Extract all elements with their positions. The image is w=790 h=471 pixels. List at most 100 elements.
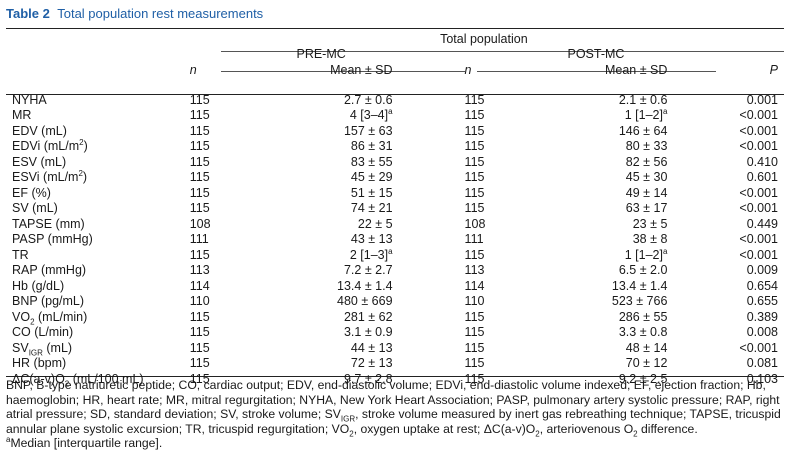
row-p-value: <0.001 xyxy=(739,108,778,123)
row-mean-post: 48 ± 14 xyxy=(625,340,668,355)
row-p-value: <0.001 xyxy=(739,201,778,216)
row-p-value: 0.001 xyxy=(746,92,778,107)
row-label: SV (mL) xyxy=(12,201,58,216)
row-n-post: 108 xyxy=(464,216,486,231)
row-n-pre: 115 xyxy=(189,309,210,324)
row-n-pre: 115 xyxy=(189,108,210,123)
row-n-pre: 110 xyxy=(189,294,210,309)
header-n-post: n xyxy=(464,62,472,77)
row-n-pre: 115 xyxy=(189,356,210,371)
row-n-post: 111 xyxy=(464,232,484,247)
table-row: SVIGR (mL) 115 44 ± 13 115 48 ± 14 <0.00… xyxy=(6,340,784,358)
row-mean-post: 286 ± 55 xyxy=(618,309,668,324)
row-label: VO2 (mL/min) xyxy=(12,309,88,327)
header-total-population: Total population xyxy=(440,31,528,46)
row-n-pre: 115 xyxy=(189,325,210,340)
row-mean-pre: 7.2 ± 2.7 xyxy=(343,263,393,278)
bottom-rule xyxy=(6,376,784,377)
row-mean-pre: 45 ± 29 xyxy=(350,170,393,185)
row-p-value: <0.001 xyxy=(739,123,778,138)
row-label: TAPSE (mm) xyxy=(12,216,85,231)
row-p-value: 0.389 xyxy=(746,309,778,324)
row-n-post: 115 xyxy=(464,325,485,340)
row-p-value: 0.655 xyxy=(746,294,778,309)
row-n-post: 115 xyxy=(464,92,485,107)
row-mean-pre: 44 ± 13 xyxy=(350,340,393,355)
row-mean-pre: 22 ± 5 xyxy=(357,216,393,231)
top-rule xyxy=(6,28,784,29)
row-n-post: 113 xyxy=(464,263,485,278)
pre-rule xyxy=(221,71,465,72)
row-label: TR xyxy=(12,247,29,262)
table-caption: Total population rest measurements xyxy=(57,6,264,21)
row-n-post: 115 xyxy=(464,170,485,185)
row-p-value: <0.001 xyxy=(739,247,778,262)
row-n-pre: 111 xyxy=(189,232,209,247)
header-rule xyxy=(6,94,784,95)
row-p-value: 0.103 xyxy=(746,371,778,386)
row-mean-pre: 83 ± 55 xyxy=(350,154,393,169)
row-p-value: 0.654 xyxy=(746,278,778,293)
row-n-pre: 115 xyxy=(189,92,210,107)
table-row: Hb (g/dL) 114 13.4 ± 1.4 114 13.4 ± 1.4 … xyxy=(6,278,784,294)
table-row: ESV (mL) 115 83 ± 55 115 82 ± 56 0.410 xyxy=(6,154,784,170)
row-mean-pre: 43 ± 13 xyxy=(350,232,393,247)
row-n-post: 115 xyxy=(464,340,485,355)
row-label: ESVi (mL/m2) xyxy=(12,169,88,185)
row-mean-post: 82 ± 56 xyxy=(625,154,668,169)
row-mean-pre: 480 ± 669 xyxy=(337,294,393,309)
row-p-value: <0.001 xyxy=(739,340,778,355)
row-mean-post: 80 ± 33 xyxy=(625,139,668,154)
header-row-group: Total population xyxy=(6,30,784,46)
row-n-pre: 115 xyxy=(189,170,210,185)
row-mean-pre: 281 ± 62 xyxy=(343,309,393,324)
header-post-mc: POST-MC xyxy=(567,47,625,61)
median-note: aMedian [interquartile range]. xyxy=(6,435,163,451)
row-mean-post: 3.3 ± 0.8 xyxy=(618,325,668,340)
row-mean-pre: 4 [3–4]a xyxy=(349,107,393,123)
row-mean-pre: 86 ± 31 xyxy=(350,139,393,154)
table-row: EF (%) 115 51 ± 15 115 49 ± 14 <0.001 xyxy=(6,185,784,201)
row-n-pre: 115 xyxy=(189,139,210,154)
table-row: NYHA 115 2.7 ± 0.6 115 2.1 ± 0.6 0.001 xyxy=(6,92,784,108)
row-n-post: 115 xyxy=(464,201,485,216)
table-row: PASP (mmHg) 111 43 ± 13 111 38 ± 8 <0.00… xyxy=(6,232,784,248)
row-n-post: 115 xyxy=(464,123,485,138)
row-mean-pre: 2.7 ± 0.6 xyxy=(343,92,393,107)
row-n-post: 115 xyxy=(464,356,485,371)
row-label: EF (%) xyxy=(12,185,51,200)
row-n-pre: 114 xyxy=(189,278,210,293)
row-label: ESV (mL) xyxy=(12,154,67,169)
table-row: RAP (mmHg) 113 7.2 ± 2.7 113 6.5 ± 2.0 0… xyxy=(6,263,784,279)
row-mean-post: 70 ± 12 xyxy=(625,356,668,371)
row-mean-post: 1 [1–2]a xyxy=(624,107,668,123)
row-mean-pre: 2 [1–3]a xyxy=(349,246,393,262)
row-n-post: 110 xyxy=(464,294,485,309)
row-n-pre: 115 xyxy=(189,154,210,169)
row-n-post: 115 xyxy=(464,139,485,154)
row-label: EDVi (mL/m2) xyxy=(12,138,88,154)
table-row: VO2 (mL/min) 115 281 ± 62 115 286 ± 55 0… xyxy=(6,309,784,327)
row-n-post: 115 xyxy=(464,108,485,123)
row-label: ΔC(a-v)O2 (mL/100 mL) xyxy=(12,371,144,389)
row-mean-post: 23 ± 5 xyxy=(632,216,668,231)
header-row-phase: PRE-MC POST-MC xyxy=(6,46,784,61)
table-row: ESVi (mL/m2) 115 45 ± 29 115 45 ± 30 0.6… xyxy=(6,170,784,186)
header-mean-post: Mean ± SD xyxy=(604,62,668,77)
row-n-pre: 115 xyxy=(189,340,210,355)
row-mean-pre: 74 ± 21 xyxy=(350,201,393,216)
table-row: ΔC(a-v)O2 (mL/100 mL) 115 9.7 ± 2.8 115 … xyxy=(6,371,784,389)
row-label: NYHA xyxy=(12,92,47,107)
row-p-value: 0.081 xyxy=(746,356,778,371)
row-p-value: 0.009 xyxy=(746,263,778,278)
row-n-pre: 115 xyxy=(189,371,210,386)
row-n-post: 115 xyxy=(464,247,485,262)
row-label: SVIGR (mL) xyxy=(12,340,73,358)
row-n-pre: 115 xyxy=(189,201,210,216)
row-label: HR (bpm) xyxy=(12,356,67,371)
post-rule xyxy=(477,71,716,72)
row-mean-pre: 13.4 ± 1.4 xyxy=(337,278,393,293)
table-row: TR 115 2 [1–3]a 115 1 [1–2]a <0.001 xyxy=(6,247,784,263)
row-n-pre: 113 xyxy=(189,263,210,278)
